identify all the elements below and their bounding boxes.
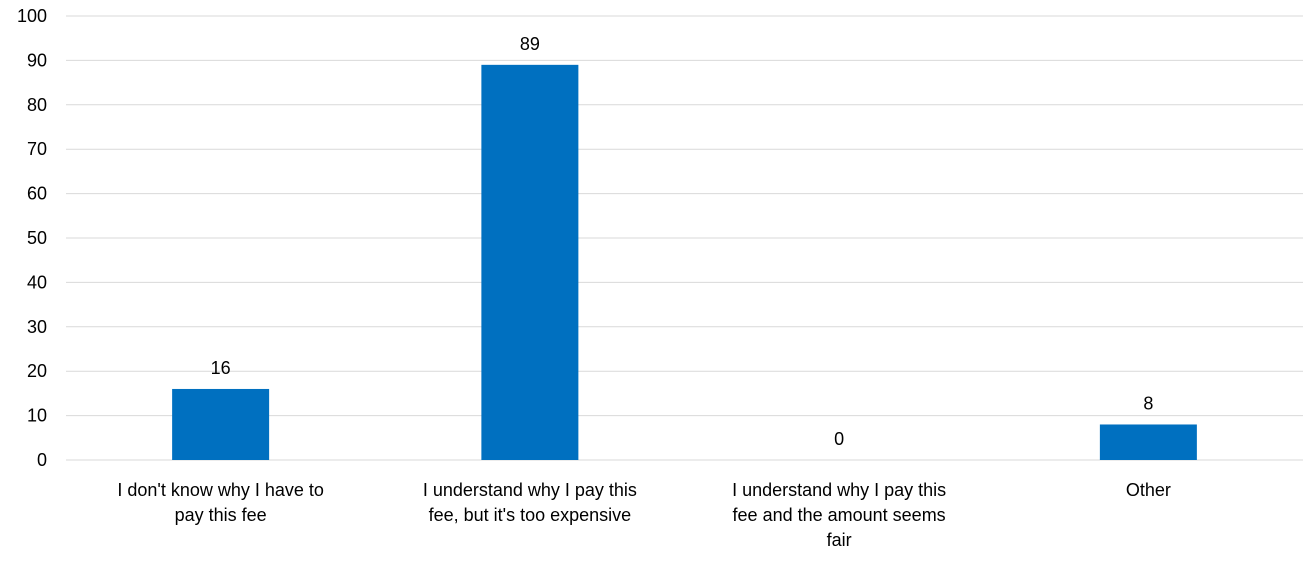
y-tick-label: 40 (27, 272, 47, 292)
y-tick-label: 80 (27, 95, 47, 115)
y-axis-tick-labels: 0 10 20 30 40 50 60 70 80 90 100 (17, 6, 47, 470)
x-category-label: I don't know why I have to (117, 480, 324, 500)
y-tick-label: 0 (37, 450, 47, 470)
y-tick-label: 70 (27, 139, 47, 159)
gridlines (66, 15, 1303, 461)
x-axis-category-labels: I don't know why I have to pay this fee I … (117, 480, 1171, 550)
y-tick-label: 50 (27, 228, 47, 248)
data-label: 8 (1143, 393, 1153, 413)
x-category-label: fee and the amount seems (733, 505, 946, 525)
bars (172, 64, 1197, 460)
data-label: 89 (520, 34, 540, 54)
x-category-label: fair (827, 530, 852, 550)
y-tick-label: 60 (27, 184, 47, 204)
x-category-label: pay this fee (175, 505, 267, 525)
x-category-label: I understand why I pay this (732, 480, 946, 500)
y-tick-label: 100 (17, 6, 47, 26)
y-tick-label: 90 (27, 50, 47, 70)
y-tick-label: 30 (27, 317, 47, 337)
data-label: 16 (211, 358, 231, 378)
y-tick-label: 20 (27, 361, 47, 381)
bar (172, 388, 270, 460)
data-label: 0 (834, 429, 844, 449)
x-category-label: fee, but it's too expensive (429, 505, 632, 525)
x-category-label: Other (1126, 480, 1171, 500)
data-labels: 16 89 0 8 (211, 34, 1154, 449)
bar (481, 64, 579, 460)
x-category-label: I understand why I pay this (423, 480, 637, 500)
y-tick-label: 10 (27, 406, 47, 426)
bar (1099, 424, 1197, 460)
